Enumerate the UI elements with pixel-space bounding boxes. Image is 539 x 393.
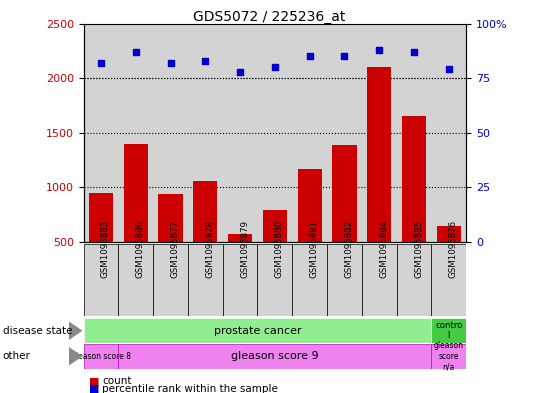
Point	[445, 66, 453, 73]
Bar	[397, 244, 431, 316]
Text: GSM1095880: GSM1095880	[275, 220, 284, 278]
Bar	[84, 24, 119, 242]
Bar	[193, 181, 217, 296]
Bar	[188, 24, 223, 242]
Text: gleason score 9: gleason score 9	[231, 351, 319, 361]
Point	[132, 49, 140, 55]
Text: gleason
score
n/a: gleason score n/a	[434, 342, 464, 371]
Point	[410, 49, 418, 55]
Point	[201, 57, 210, 64]
Bar	[362, 244, 397, 316]
Text: GSM1095884: GSM1095884	[379, 220, 388, 278]
Point	[236, 68, 244, 75]
Bar	[119, 344, 431, 369]
Text: GSM1095886: GSM1095886	[136, 220, 145, 278]
Text: GSM1095877: GSM1095877	[170, 220, 179, 278]
Text: GSM1095879: GSM1095879	[240, 220, 249, 278]
Text: count: count	[102, 376, 132, 386]
Bar	[298, 169, 322, 296]
Text: ■: ■	[89, 384, 99, 393]
Text: prostate cancer: prostate cancer	[213, 326, 301, 336]
Bar	[258, 244, 292, 316]
Bar	[158, 194, 183, 296]
Polygon shape	[69, 321, 82, 340]
Bar	[119, 244, 153, 316]
Bar	[223, 24, 258, 242]
Point	[375, 47, 384, 53]
Bar	[431, 24, 466, 242]
Bar	[431, 318, 466, 343]
Bar	[397, 24, 431, 242]
Bar	[332, 145, 357, 296]
Text: contro
l: contro l	[435, 321, 462, 340]
Bar	[362, 24, 397, 242]
Point	[166, 60, 175, 66]
Text: GSM1095881: GSM1095881	[310, 220, 319, 278]
Bar	[89, 193, 113, 296]
Point	[271, 64, 279, 70]
Bar	[228, 234, 252, 296]
Bar	[188, 244, 223, 316]
Polygon shape	[69, 347, 82, 365]
Bar	[258, 24, 292, 242]
Bar	[437, 226, 461, 296]
Bar	[327, 24, 362, 242]
Point	[340, 53, 349, 59]
Bar	[119, 24, 153, 242]
Bar	[367, 67, 391, 296]
Bar	[153, 24, 188, 242]
Bar	[292, 24, 327, 242]
Text: gleason score 8: gleason score 8	[71, 352, 131, 361]
Text: GSM1095885: GSM1095885	[414, 220, 423, 278]
Text: percentile rank within the sample: percentile rank within the sample	[102, 384, 278, 393]
Bar	[402, 116, 426, 296]
Text: ■: ■	[89, 376, 99, 386]
Point	[96, 60, 105, 66]
Text: GSM1095876: GSM1095876	[449, 220, 458, 278]
Bar	[123, 143, 148, 296]
Text: disease state: disease state	[3, 326, 72, 336]
Text: GDS5072 / 225236_at: GDS5072 / 225236_at	[194, 10, 345, 24]
Text: GSM1095882: GSM1095882	[344, 220, 354, 278]
Text: GSM1095878: GSM1095878	[205, 220, 215, 278]
Bar	[431, 244, 466, 316]
Bar	[84, 244, 119, 316]
Bar	[262, 210, 287, 296]
Text: other: other	[3, 351, 31, 361]
Bar	[223, 244, 258, 316]
Bar	[153, 244, 188, 316]
Point	[306, 53, 314, 59]
Text: GSM1095883: GSM1095883	[101, 220, 110, 278]
Bar	[292, 244, 327, 316]
Bar	[431, 344, 466, 369]
Bar	[84, 344, 119, 369]
Bar	[327, 244, 362, 316]
